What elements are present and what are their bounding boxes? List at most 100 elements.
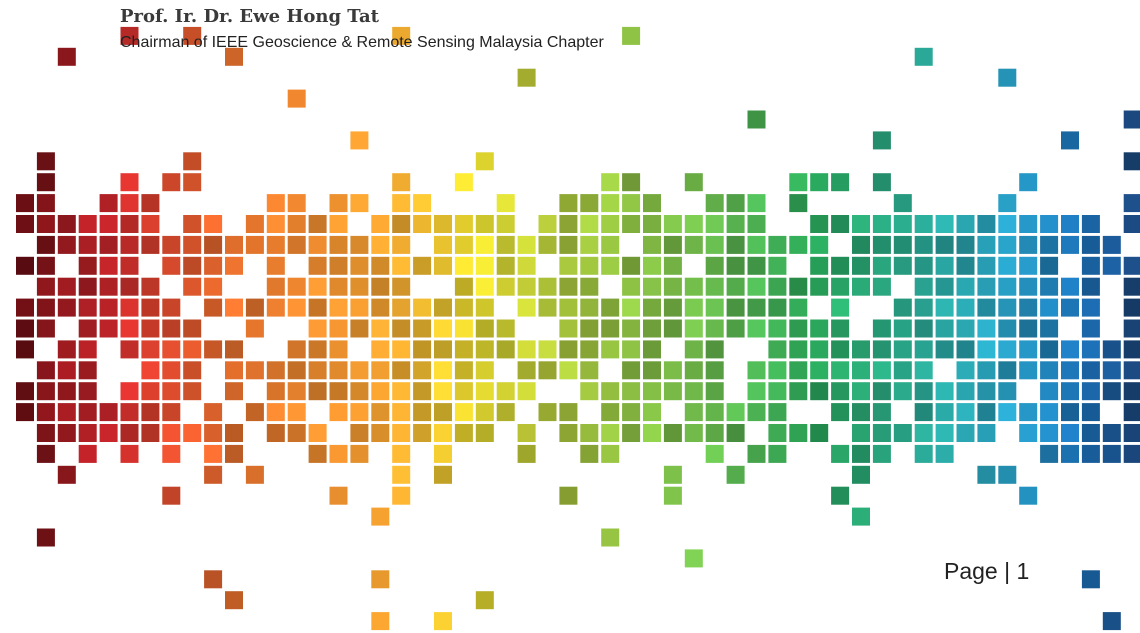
mosaic-tile <box>1061 382 1079 400</box>
mosaic-tile <box>518 299 536 317</box>
mosaic-tile <box>413 194 431 212</box>
mosaic-tile <box>852 445 870 463</box>
mosaic-tile <box>121 173 139 191</box>
mosaic-tile <box>121 403 139 421</box>
mosaic-tile <box>371 257 389 275</box>
mosaic-tile <box>1040 445 1058 463</box>
mosaic-tile <box>1040 299 1058 317</box>
mosaic-tile <box>37 194 55 212</box>
mosaic-tile <box>559 487 577 505</box>
mosaic-tile <box>685 382 703 400</box>
mosaic-tile <box>476 152 494 170</box>
mosaic-tile <box>204 340 222 358</box>
mosaic-tile <box>580 215 598 233</box>
mosaic-tile <box>601 215 619 233</box>
mosaic-tile <box>936 382 954 400</box>
mosaic-tile <box>476 257 494 275</box>
mosaic-tile <box>392 257 410 275</box>
mosaic-tile <box>643 257 661 275</box>
mosaic-tile <box>894 236 912 254</box>
mosaic-tile <box>141 215 159 233</box>
mosaic-tile <box>392 487 410 505</box>
mosaic-tile <box>622 403 640 421</box>
page-number: Page | 1 <box>944 558 1029 585</box>
mosaic-tile <box>309 361 327 379</box>
mosaic-tile <box>622 340 640 358</box>
mosaic-tile <box>664 278 682 296</box>
mosaic-tile <box>37 152 55 170</box>
mosaic-tile <box>873 320 891 338</box>
mosaic-tile <box>957 236 975 254</box>
mosaic-tile <box>309 236 327 254</box>
mosaic-tile <box>622 173 640 191</box>
mosaic-tile <box>873 403 891 421</box>
mosaic-tile <box>392 445 410 463</box>
mosaic-tile <box>1103 382 1121 400</box>
mosaic-tile <box>246 299 264 317</box>
mosaic-tile <box>852 340 870 358</box>
mosaic-tile <box>727 236 745 254</box>
mosaic-tile <box>121 215 139 233</box>
mosaic-tile <box>330 320 348 338</box>
mosaic-tile <box>1124 152 1140 170</box>
mosaic-tile <box>100 403 118 421</box>
mosaic-tile <box>183 361 201 379</box>
mosaic-tile <box>371 299 389 317</box>
mosaic-tile <box>58 361 76 379</box>
mosaic-tile <box>162 236 180 254</box>
mosaic-tile <box>350 194 368 212</box>
mosaic-tile <box>330 340 348 358</box>
mosaic-tile <box>37 320 55 338</box>
mosaic-tile <box>1103 361 1121 379</box>
mosaic-tile <box>392 382 410 400</box>
mosaic-tile <box>246 466 264 484</box>
mosaic-tile <box>434 320 452 338</box>
mosaic-tile <box>141 299 159 317</box>
mosaic-tile <box>559 215 577 233</box>
mosaic-tile <box>267 278 285 296</box>
mosaic-tile <box>873 340 891 358</box>
author-name: Prof. Ir. Dr. Ewe Hong Tat <box>120 6 379 27</box>
mosaic-tile <box>852 466 870 484</box>
mosaic-tile <box>225 445 243 463</box>
mosaic-tile <box>371 570 389 588</box>
mosaic-tile <box>810 173 828 191</box>
mosaic-tile <box>768 257 786 275</box>
mosaic-tile <box>141 320 159 338</box>
mosaic-tile <box>392 278 410 296</box>
mosaic-tile <box>371 236 389 254</box>
mosaic-tile <box>350 361 368 379</box>
mosaic-tile <box>58 48 76 66</box>
mosaic-tile <box>789 236 807 254</box>
mosaic-tile <box>957 257 975 275</box>
mosaic-tile <box>915 320 933 338</box>
mosaic-tile <box>539 361 557 379</box>
mosaic-tile <box>873 445 891 463</box>
mosaic-tile <box>748 278 766 296</box>
mosaic-tile <box>685 340 703 358</box>
mosaic-tile <box>601 424 619 442</box>
mosaic-tile <box>810 236 828 254</box>
mosaic-tile <box>748 361 766 379</box>
mosaic-tile <box>162 487 180 505</box>
mosaic-tile <box>789 299 807 317</box>
mosaic-tile <box>1124 424 1140 442</box>
mosaic-tile <box>183 382 201 400</box>
mosaic-tile <box>141 382 159 400</box>
mosaic-tile <box>810 361 828 379</box>
mosaic-tile <box>330 445 348 463</box>
mosaic-tile <box>664 487 682 505</box>
mosaic-tile <box>267 403 285 421</box>
mosaic-tile <box>915 424 933 442</box>
mosaic-tile <box>936 320 954 338</box>
mosaic-tile <box>121 299 139 317</box>
mosaic-tile <box>225 257 243 275</box>
mosaic-tile <box>392 403 410 421</box>
mosaic-tile <box>350 424 368 442</box>
mosaic-tile <box>601 257 619 275</box>
mosaic-tile <box>350 403 368 421</box>
mosaic-tile <box>957 403 975 421</box>
mosaic-tile <box>518 257 536 275</box>
mosaic-tile <box>727 466 745 484</box>
mosaic-tile <box>162 340 180 358</box>
